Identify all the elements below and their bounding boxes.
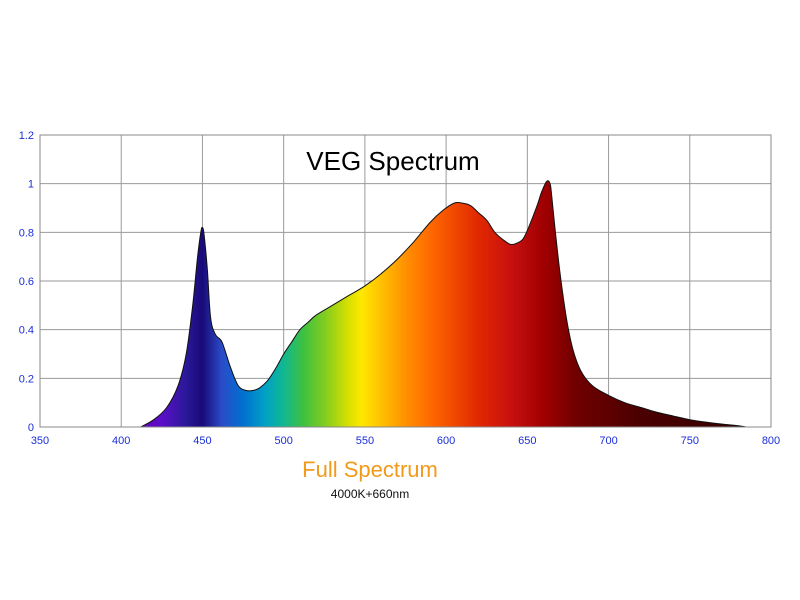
y-tick-label: 0.6 (19, 276, 34, 288)
y-tick-label: 0.4 (19, 325, 34, 337)
y-axis-ticks: 0 0.2 0.4 0.6 0.8 1 1.2 (19, 130, 34, 434)
x-tick-label: 600 (437, 435, 455, 447)
chart-title: VEG Spectrum (306, 146, 479, 176)
y-tick-label: 0.2 (19, 373, 34, 385)
caption-color-temp: 4000K+660nm (330, 487, 410, 501)
x-tick-label: 550 (356, 435, 374, 447)
x-tick-label: 500 (274, 435, 292, 447)
y-tick-label: 1 (28, 179, 34, 191)
plot-frame (39, 134, 772, 428)
x-tick-label: 750 (681, 435, 699, 447)
x-tick-label: 350 (31, 435, 49, 447)
x-tick-label: 800 (762, 435, 780, 447)
x-axis-ticks: 350 400 450 500 550 600 650 700 750 800 (31, 435, 780, 447)
spectrum-area (140, 180, 747, 428)
x-tick-label: 400 (112, 435, 130, 447)
x-tick-label: 650 (518, 435, 536, 447)
caption-full-spectrum: Full Spectrum (302, 457, 438, 482)
y-tick-label: 0 (28, 422, 34, 434)
x-tick-label: 450 (193, 435, 211, 447)
x-tick-label: 700 (599, 435, 617, 447)
y-tick-label: 1.2 (19, 130, 34, 142)
y-tick-label: 0.8 (19, 227, 34, 239)
